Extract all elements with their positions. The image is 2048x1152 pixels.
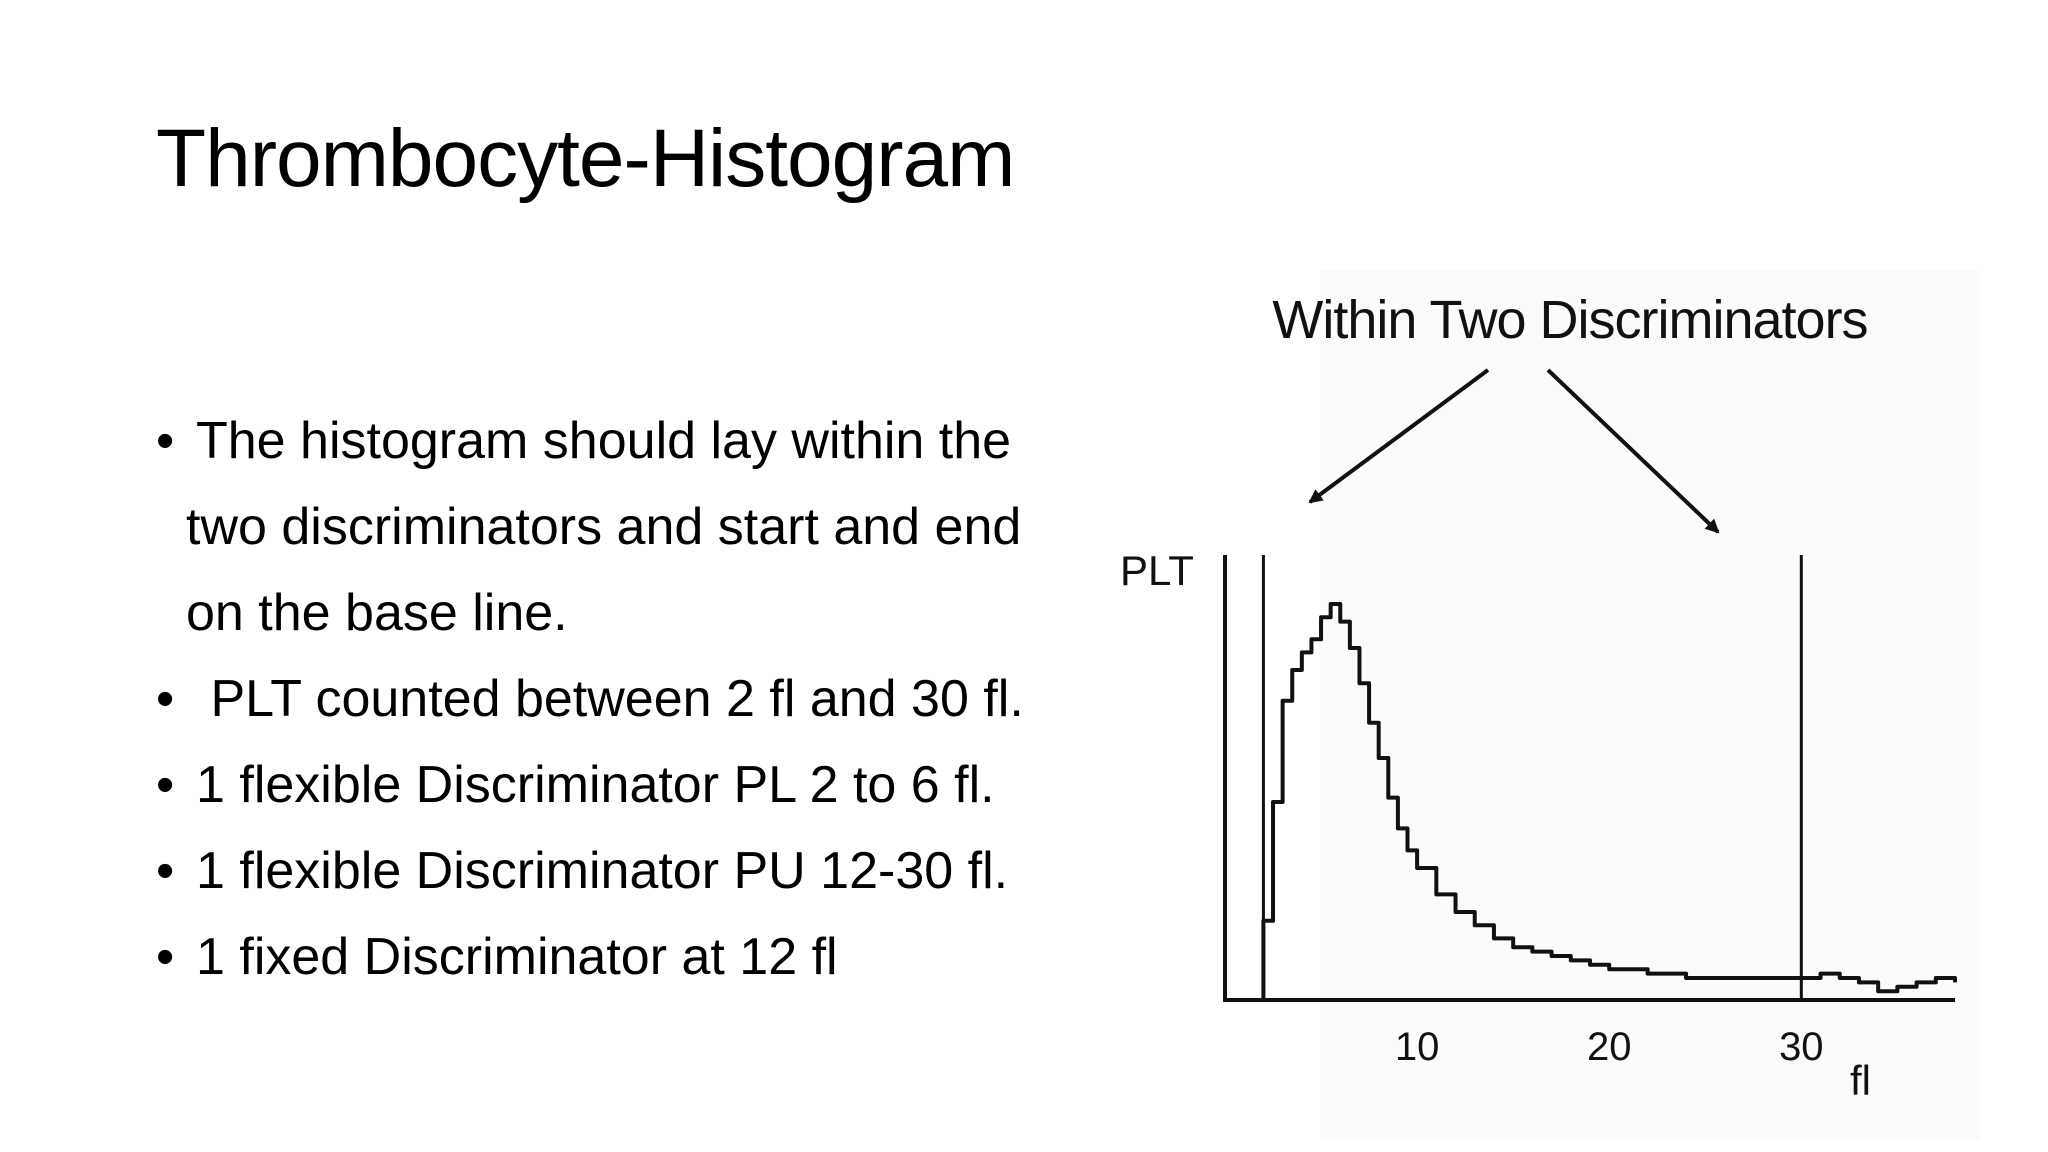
bullet-item: • PLT counted between 2 fl and 30 fl.: [156, 656, 1076, 742]
x-tick-label: 20: [1587, 1025, 1632, 1069]
slide-title: Thrombocyte-Histogram: [156, 113, 1015, 204]
histogram-curve: [1253, 602, 1957, 1002]
bullet-text-line: 1 flexible Discriminator PL 2 to 6 fl.: [196, 756, 995, 814]
histogram-figure: Within Two Discriminators PLT 10 20 30 fl: [1120, 270, 1980, 1140]
left-arrow-shaft: [1308, 368, 1490, 504]
bullet-symbol: •: [156, 842, 175, 900]
figure-caption: Within Two Discriminators: [1272, 290, 1867, 350]
histogram-chart: Within Two Discriminators PLT 10 20 30 fl: [1120, 270, 1980, 1140]
bullet-text-line: 1 fixed Discriminator at 12 fl: [196, 928, 838, 986]
bullet-symbol: •: [156, 412, 175, 470]
plot-area: 10 20 30: [1223, 555, 1957, 1069]
figure-background: [1320, 270, 1980, 1140]
bullet-item: • 1 flexible Discriminator PU 12-30 fl.: [156, 828, 1076, 914]
bullet-list: • The histogram should lay within the tw…: [156, 398, 1076, 1000]
bullet-symbol: •: [156, 756, 175, 814]
x-tick-label: 10: [1395, 1025, 1440, 1069]
bullet-text-line: The histogram should lay within the: [196, 412, 1012, 470]
bullet-symbol: •: [156, 928, 175, 986]
bullet-item: • 1 fixed Discriminator at 12 fl: [156, 914, 1076, 1000]
bullet-item: • The histogram should lay within the tw…: [156, 398, 1076, 656]
bullet-text-line: two discriminators and start and end: [186, 498, 1022, 556]
right-arrow-shaft: [1546, 368, 1720, 534]
bullet-text-line: PLT counted between 2 fl and 30 fl.: [196, 670, 1024, 728]
bullet-text-line: on the base line.: [186, 584, 568, 642]
y-axis-label: PLT: [1120, 547, 1194, 594]
bullet-symbol: •: [156, 670, 175, 728]
x-tick-label: 30: [1779, 1025, 1824, 1069]
bullet-item: • 1 flexible Discriminator PL 2 to 6 fl.: [156, 742, 1076, 828]
x-axis-label: fl: [1850, 1057, 1871, 1104]
bullet-text-line: 1 flexible Discriminator PU 12-30 fl.: [196, 842, 1009, 900]
